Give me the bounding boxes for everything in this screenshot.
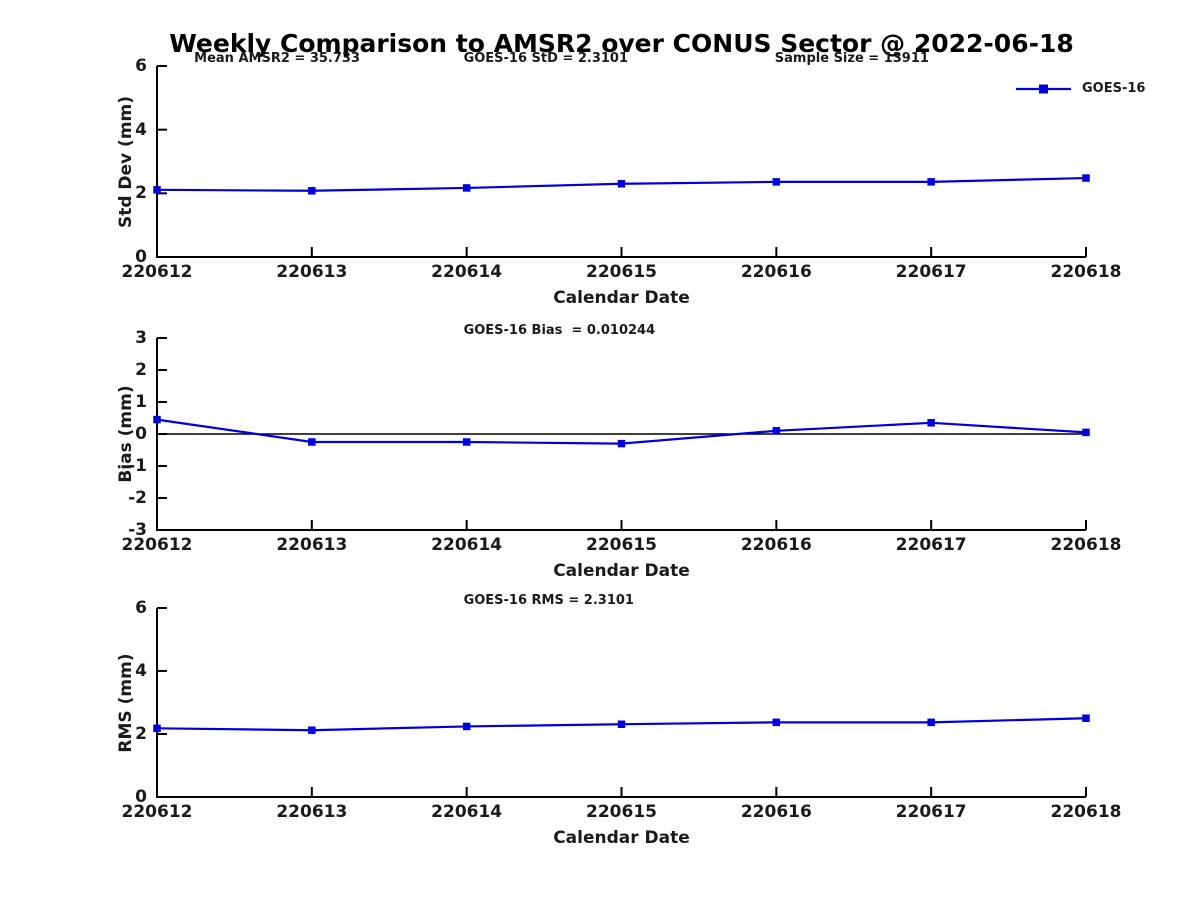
x-tick-label: 220618 <box>1050 535 1122 555</box>
x-axis-label: Calendar Date <box>553 561 690 581</box>
rms-subplot-marker <box>927 718 935 727</box>
std-dev-subplot-axes <box>156 66 1086 258</box>
bias-subplot-marker <box>1082 428 1090 437</box>
rms-subplot-marker <box>617 720 626 728</box>
subplot-annotation: Mean AMSR2 = 35.733 <box>194 51 360 66</box>
rms-subplot-marker <box>772 718 781 727</box>
std-dev-subplot-marker <box>462 184 471 192</box>
x-tick-label: 220617 <box>895 262 967 282</box>
bias-subplot-marker <box>927 419 935 427</box>
x-tick-label: 220616 <box>740 262 812 282</box>
x-tick-label: 220616 <box>740 535 812 555</box>
x-tick-label: 220614 <box>431 262 503 282</box>
x-tick-label: 220614 <box>431 535 503 555</box>
x-tick-label: 220613 <box>276 535 348 555</box>
x-tick-label: 220618 <box>1050 262 1122 282</box>
y-tick-label: 0 <box>135 424 147 444</box>
y-tick-label: -1 <box>128 456 147 476</box>
y-axis-label: RMS (mm) <box>116 652 136 753</box>
rms-subplot-axes <box>156 608 1086 798</box>
std-dev-subplot-marker <box>1082 174 1090 182</box>
bias-subplot-marker <box>308 438 316 446</box>
subplot-annotation: GOES-16 StD = 2.3101 <box>463 51 629 66</box>
x-tick-label: 220612 <box>121 535 193 555</box>
y-tick-label: 4 <box>135 119 147 140</box>
std-dev-subplot-marker <box>927 178 935 186</box>
x-axis-label: Calendar Date <box>553 828 690 848</box>
x-tick-label: 220617 <box>895 535 967 555</box>
y-tick-label: 0 <box>135 247 147 267</box>
legend-label: GOES-16 <box>1082 81 1146 96</box>
x-axis-label: Calendar Date <box>553 288 690 308</box>
std-dev-subplot-marker <box>617 180 626 188</box>
x-tick-label: 220612 <box>121 262 193 282</box>
bias-subplot-marker <box>617 439 626 448</box>
rms-subplot-marker <box>308 726 316 734</box>
y-axis-label: Std Dev (mm) <box>116 95 136 228</box>
rms-subplot-marker <box>153 724 161 733</box>
subplot-annotation: GOES-16 Bias = 0.010244 <box>463 323 656 338</box>
std-dev-subplot-marker <box>153 186 161 194</box>
x-tick-label: 220615 <box>586 802 657 822</box>
std-dev-subplot-marker <box>772 178 781 186</box>
x-tick-label: 220616 <box>740 802 812 822</box>
y-tick-label: -2 <box>128 488 147 508</box>
y-axis-label: Bias (mm) <box>116 385 136 483</box>
legend-marker <box>1039 84 1048 94</box>
y-tick-label: 2 <box>135 183 147 204</box>
y-tick-label: 1 <box>135 392 147 412</box>
figure-title: Weekly Comparison to AMSR2 over CONUS Se… <box>169 29 1074 58</box>
std-dev-subplot-marker <box>308 187 316 195</box>
x-tick-label: 220613 <box>276 802 348 822</box>
rms-subplot-marker <box>462 722 471 731</box>
x-tick-label: 220613 <box>276 262 348 282</box>
y-tick-label: 2 <box>135 724 147 744</box>
x-tick-label: 220618 <box>1050 802 1122 822</box>
subplot-annotation: Sample Size = 13911 <box>774 51 929 66</box>
y-tick-label: 0 <box>135 787 147 807</box>
y-tick-label: -3 <box>128 520 147 540</box>
x-tick-label: 220614 <box>431 802 503 822</box>
y-tick-label: 6 <box>135 598 147 618</box>
y-tick-label: 3 <box>135 328 147 348</box>
bias-subplot-marker <box>772 427 781 435</box>
x-tick-label: 220612 <box>121 802 193 822</box>
bias-subplot-marker <box>153 415 161 424</box>
bias-subplot-marker <box>462 438 471 446</box>
x-tick-label: 220615 <box>586 262 657 282</box>
subplot-annotation: GOES-16 RMS = 2.3101 <box>463 593 634 608</box>
y-tick-label: 4 <box>135 661 147 681</box>
y-tick-label: 6 <box>135 56 147 76</box>
y-tick-label: 2 <box>135 360 147 380</box>
x-tick-label: 220617 <box>895 802 967 822</box>
x-tick-label: 220615 <box>586 535 657 555</box>
rms-subplot-marker <box>1082 714 1090 722</box>
